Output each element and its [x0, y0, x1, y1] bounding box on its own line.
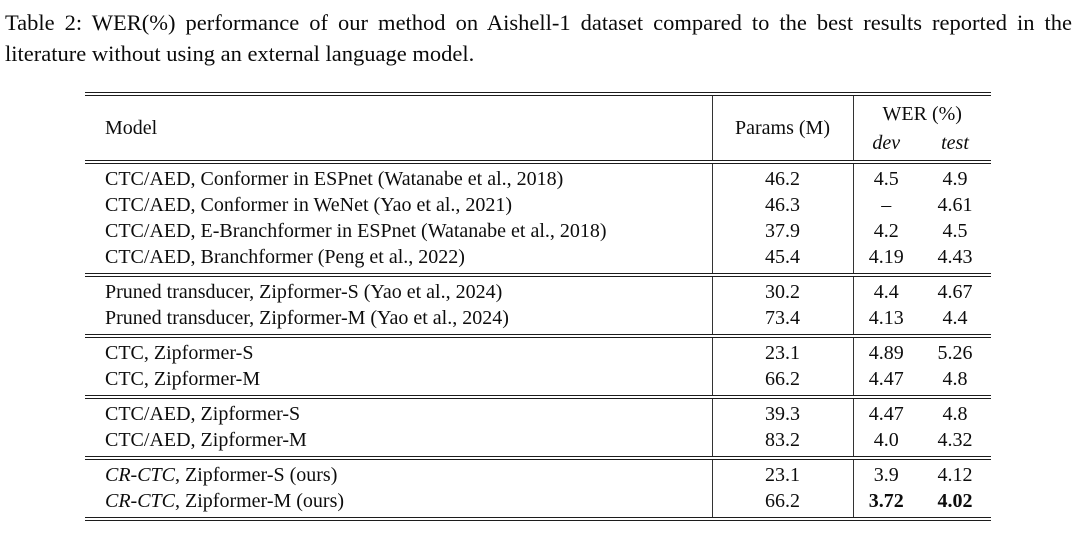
header-params: Params (M): [711, 94, 853, 162]
test-cell: 4.4: [942, 307, 968, 329]
model-cell: CTC/AED, Zipformer-S: [85, 395, 712, 427]
model-cell: CTC/AED, Conformer in WeNet (Yao et al.,…: [105, 194, 513, 216]
header-model: Model: [105, 116, 158, 139]
table-header: Model Params (M) WER (%) dev test: [85, 94, 991, 162]
params-cell: 45.4: [711, 244, 853, 275]
test-cell: 4.9: [919, 160, 991, 192]
table-row: CR-CTC, Zipformer-M (ours) 66.2 3.72 4.0…: [85, 488, 991, 519]
table-row: CTC/AED, Conformer in ESPnet (Watanabe e…: [85, 160, 991, 192]
dev-cell: 4.13: [852, 305, 919, 336]
group-pruned-transducer: Pruned transducer, Zipformer-S (Yao et a…: [85, 273, 991, 336]
table-row: CTC, Zipformer-S 23.1 4.89 5.26: [85, 334, 991, 366]
table-caption: Table 2: WER(%) performance of our metho…: [5, 10, 1072, 67]
model-cell: Pruned transducer, Zipformer-M (Yao et a…: [105, 307, 509, 329]
params-cell: 66.2: [711, 488, 853, 519]
group-literature-ctc-aed: CTC/AED, Conformer in ESPnet (Watanabe e…: [85, 160, 991, 275]
dev-cell: –: [852, 192, 919, 218]
model-cell: CTC/AED, Branchformer (Peng et al., 2022…: [105, 246, 465, 268]
model-method-name: CR-CTC: [105, 490, 176, 512]
dev-cell: 4.47: [852, 395, 919, 427]
model-cell: CTC/AED, Zipformer-M: [105, 429, 307, 451]
test-cell: 4.67: [919, 273, 991, 305]
params-cell: 37.9: [711, 218, 853, 244]
model-cell: CTC/AED, E-Branchformer in ESPnet (Watan…: [105, 220, 607, 242]
table-row: CR-CTC, Zipformer-S (ours) 23.1 3.9 4.12: [85, 456, 991, 488]
test-cell: 4.32: [937, 429, 973, 451]
params-cell: 23.1: [711, 456, 853, 488]
dev-cell: 4.4: [852, 273, 919, 305]
dev-cell: 4.0: [852, 427, 919, 458]
model-cell: CR-CTC, Zipformer-S (ours): [85, 456, 712, 488]
params-cell: 66.2: [711, 366, 853, 397]
header-row-1: Model Params (M) WER (%): [85, 94, 991, 162]
model-cell: CTC/AED, Conformer in ESPnet (Watanabe e…: [85, 160, 712, 192]
test-cell: 4.02: [937, 490, 973, 512]
params-cell: 30.2: [711, 273, 853, 305]
group-ctc: CTC, Zipformer-S 23.1 4.89 5.26 CTC, Zip…: [85, 334, 991, 397]
table-row: CTC/AED, E-Branchformer in ESPnet (Watan…: [85, 218, 991, 244]
table-row: CTC/AED, Zipformer-M 83.2 4.0 4.32: [85, 427, 991, 458]
results-table: Model Params (M) WER (%) dev test CTC/AE…: [85, 92, 991, 521]
dev-cell: 4.89: [852, 334, 919, 366]
model-cell: CTC, Zipformer-M: [105, 368, 261, 390]
model-variant: , Zipformer-M (ours): [175, 490, 345, 512]
params-cell: 46.2: [711, 160, 853, 192]
params-cell: 39.3: [711, 395, 853, 427]
table-row: CTC/AED, Branchformer (Peng et al., 2022…: [85, 244, 991, 275]
dev-cell: 3.9: [852, 456, 919, 488]
model-cell: Pruned transducer, Zipformer-S (Yao et a…: [85, 273, 712, 305]
table-row: Pruned transducer, Zipformer-M (Yao et a…: [85, 305, 991, 336]
dev-cell: 4.2: [852, 218, 919, 244]
table-row: Pruned transducer, Zipformer-S (Yao et a…: [85, 273, 991, 305]
model-variant: , Zipformer-S (ours): [175, 464, 338, 486]
params-cell: 73.4: [711, 305, 853, 336]
model-cell: CR-CTC, Zipformer-M (ours): [85, 488, 712, 519]
test-cell: 4.12: [919, 456, 991, 488]
model-cell: CTC, Zipformer-S: [85, 334, 712, 366]
test-cell: 4.61: [937, 194, 973, 216]
table-row: CTC/AED, Zipformer-S 39.3 4.47 4.8: [85, 395, 991, 427]
group-cr-ctc-ours: CR-CTC, Zipformer-S (ours) 23.1 3.9 4.12…: [85, 456, 991, 519]
dev-cell: 4.19: [852, 244, 919, 275]
test-cell: 5.26: [919, 334, 991, 366]
header-dev: dev: [852, 130, 919, 162]
params-cell: 46.3: [711, 192, 853, 218]
test-cell: 4.5: [942, 220, 968, 242]
results-table-container: Model Params (M) WER (%) dev test CTC/AE…: [85, 92, 991, 521]
dev-cell: 4.47: [852, 366, 919, 397]
test-cell: 4.43: [937, 246, 973, 268]
table-row: CTC/AED, Conformer in WeNet (Yao et al.,…: [85, 192, 991, 218]
header-wer: WER (%): [852, 94, 991, 130]
model-method-name: CR-CTC: [105, 464, 176, 486]
header-test: test: [941, 132, 969, 154]
header-row-2: dev test: [85, 130, 991, 162]
test-cell: 4.8: [919, 395, 991, 427]
table-row: CTC, Zipformer-M 66.2 4.47 4.8: [85, 366, 991, 397]
params-cell: 23.1: [711, 334, 853, 366]
dev-cell: 4.5: [852, 160, 919, 192]
dev-cell: 3.72: [852, 488, 919, 519]
params-cell: 83.2: [711, 427, 853, 458]
test-cell: 4.8: [942, 368, 968, 390]
group-ctc-aed-zipformer: CTC/AED, Zipformer-S 39.3 4.47 4.8 CTC/A…: [85, 395, 991, 458]
